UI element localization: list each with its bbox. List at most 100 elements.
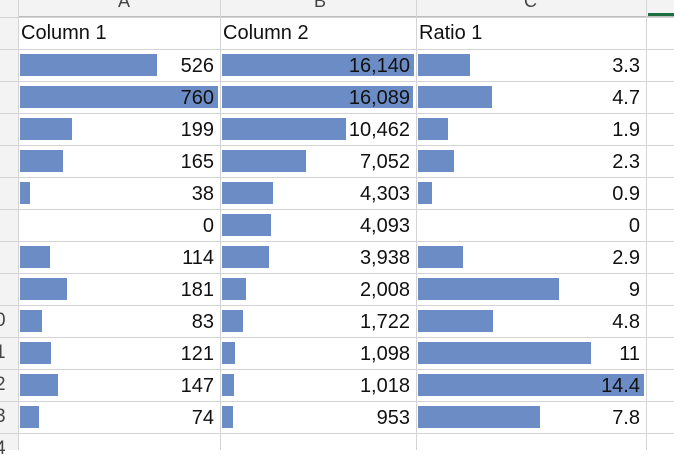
data-bar [20,310,42,332]
cell-value[interactable]: 3.3 [612,55,640,77]
row-number[interactable]: 1 [0,342,6,363]
grid-line-horizontal [0,337,674,338]
cell-value[interactable]: 16,140 [348,55,410,77]
grid-line-vertical [220,0,221,450]
grid-line-horizontal [0,81,674,82]
data-bar [222,214,271,236]
cell-value[interactable]: 4,303 [359,183,410,205]
data-bar [418,310,493,332]
column-letter-a[interactable]: A [118,0,131,11]
grid-line-horizontal [0,17,674,18]
cell-value[interactable]: 121 [180,343,214,365]
data-bar [418,182,432,204]
data-bar [222,342,235,364]
data-bar [20,182,30,204]
cell-value[interactable]: 760 [180,87,214,109]
grid-line-horizontal [0,49,674,50]
cell-value[interactable]: 3,938 [359,247,410,269]
row-number[interactable]: 2 [0,374,6,395]
data-bar [20,54,157,76]
cell-value[interactable]: 10,462 [348,119,410,141]
grid-line-horizontal [0,209,674,210]
data-bar [20,118,72,140]
data-bar [418,118,448,140]
data-bar [418,406,540,428]
data-bar [20,150,63,172]
data-bar [222,150,306,172]
header-cell-3[interactable]: Ratio 1 [419,22,483,44]
cell-value[interactable]: 0 [628,215,640,237]
cell-value[interactable]: 7.8 [612,407,640,429]
data-bar [222,406,233,428]
cell-value[interactable]: 14.4 [601,375,640,397]
selection-indicator [648,13,674,16]
cell-value[interactable]: 38 [191,183,214,205]
cell-value[interactable]: 74 [191,407,214,429]
data-bar [222,310,243,332]
grid-line-horizontal [0,369,674,370]
cell-value[interactable]: 11 [619,343,640,365]
data-bar [222,374,234,396]
data-bar [20,246,50,268]
data-bar [20,374,58,396]
data-bar [222,182,273,204]
cell-value[interactable]: 0 [202,215,214,237]
row-number[interactable]: 4 [0,438,6,459]
data-bar [418,54,470,76]
cell-value[interactable]: 16,089 [348,87,410,109]
cell-value[interactable]: 1,098 [359,343,410,365]
data-bar [222,86,413,108]
row-number-column [0,16,18,450]
cell-value[interactable]: 4.7 [612,87,640,109]
row-number[interactable]: 0 [0,310,6,331]
data-bar [222,278,246,300]
data-bar [418,86,492,108]
grid-line-vertical [416,0,417,450]
header-cell-1[interactable]: Column 1 [21,22,107,44]
data-bar [20,278,67,300]
cell-value[interactable]: 526 [180,55,214,77]
data-bar [20,342,51,364]
data-bar [418,150,454,172]
data-bar [418,374,644,396]
column-letter-c[interactable]: C [524,0,537,11]
cell-value[interactable]: 2.3 [612,151,640,173]
cell-value[interactable]: 147 [180,375,214,397]
cell-value[interactable]: 2,008 [359,279,410,301]
cell-value[interactable]: 4.8 [612,311,640,333]
cell-value[interactable]: 7,052 [359,151,410,173]
cell-value[interactable]: 181 [180,279,214,301]
data-bar [222,246,269,268]
grid-line-horizontal [0,241,674,242]
cell-value[interactable]: 165 [180,151,214,173]
cell-value[interactable]: 1,018 [359,375,410,397]
data-bar [20,86,218,108]
cell-value[interactable]: 1.9 [612,119,640,141]
grid-line-horizontal [0,113,674,114]
grid-line-horizontal [0,177,674,178]
data-bar [418,342,591,364]
data-bar [222,118,346,140]
row-number[interactable]: 3 [0,406,6,427]
grid-line-horizontal [0,273,674,274]
cell-value[interactable]: 4,093 [359,215,410,237]
data-bar [20,406,39,428]
cell-value[interactable]: 199 [180,119,214,141]
grid-line-horizontal [0,433,674,434]
grid-line-horizontal [0,145,674,146]
column-header-strip [0,0,674,17]
data-bar [418,278,559,300]
cell-value[interactable]: 0.9 [612,183,640,205]
cell-value[interactable]: 114 [182,247,214,269]
grid-line-vertical [646,0,647,450]
grid-line-horizontal [0,305,674,306]
grid-line-vertical [18,0,19,450]
cell-value[interactable]: 1,722 [359,311,410,333]
cell-value[interactable]: 2.9 [612,247,640,269]
cell-value[interactable]: 83 [191,311,214,333]
header-cell-2[interactable]: Column 2 [223,22,309,44]
data-bar [418,246,463,268]
column-letter-b[interactable]: B [314,0,327,11]
cell-value[interactable]: 9 [628,279,640,301]
cell-value[interactable]: 953 [376,407,410,429]
